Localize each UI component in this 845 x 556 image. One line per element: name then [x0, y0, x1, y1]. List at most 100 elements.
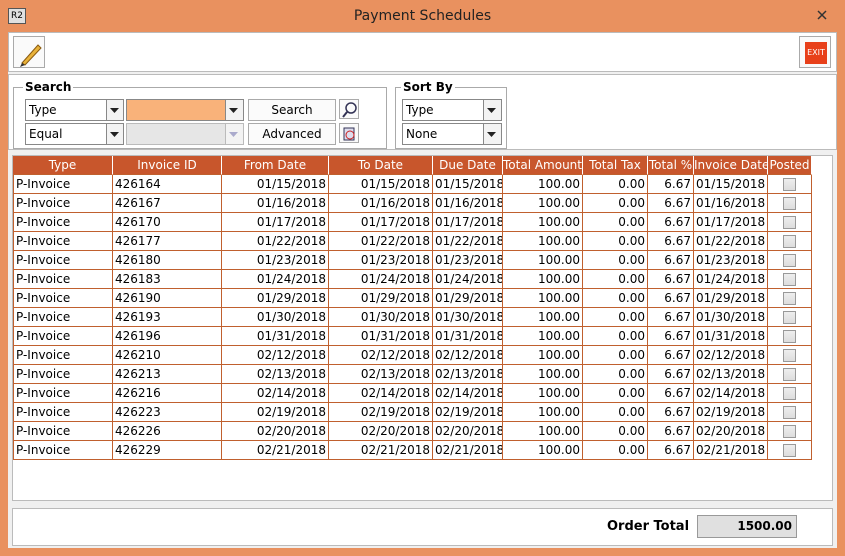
table-cell: P-Invoice	[13, 213, 113, 232]
table-cell: 01/29/2018	[329, 289, 433, 308]
close-button[interactable]	[812, 6, 832, 24]
table-cell: 426223	[113, 403, 222, 422]
posted-cell	[768, 384, 812, 403]
table-cell: 6.67	[648, 213, 694, 232]
table-cell: 01/17/2018	[222, 213, 329, 232]
checkbox[interactable]	[783, 425, 796, 438]
table-cell: 01/22/2018	[329, 232, 433, 251]
table-cell: 0.00	[583, 175, 648, 194]
table-cell: 02/13/2018	[329, 365, 433, 384]
checkbox[interactable]	[783, 368, 796, 381]
table-cell: 02/14/2018	[433, 384, 503, 403]
table-cell: 426180	[113, 251, 222, 270]
checkbox[interactable]	[783, 197, 796, 210]
table-cell: 6.67	[648, 194, 694, 213]
column-header[interactable]: To Date	[329, 156, 433, 175]
table-cell: P-Invoice	[13, 422, 113, 441]
checkbox[interactable]	[783, 444, 796, 457]
advanced-icon[interactable]	[339, 123, 359, 143]
operator-combo[interactable]: Equal	[25, 123, 107, 145]
order-total-label: Order Total	[607, 519, 690, 534]
footer: Order Total 1500.00	[12, 508, 833, 546]
table-cell: 6.67	[648, 384, 694, 403]
table-cell: 0.00	[583, 422, 648, 441]
table-cell: 01/22/2018	[694, 232, 768, 251]
table-cell: 0.00	[583, 289, 648, 308]
table-cell: 02/12/2018	[694, 346, 768, 365]
checkbox[interactable]	[783, 311, 796, 324]
table-cell: 426213	[113, 365, 222, 384]
table-cell: 0.00	[583, 327, 648, 346]
search-label: Search	[23, 80, 74, 94]
table-cell: P-Invoice	[13, 365, 113, 384]
search-value[interactable]	[126, 99, 226, 121]
combo-arrow[interactable]	[483, 99, 502, 121]
table-cell: 6.67	[648, 308, 694, 327]
table-cell: 100.00	[503, 346, 583, 365]
column-header[interactable]: From Date	[222, 156, 329, 175]
table-cell: 01/30/2018	[222, 308, 329, 327]
table-cell: 01/31/2018	[694, 327, 768, 346]
table-cell: 02/12/2018	[222, 346, 329, 365]
posted-cell	[768, 327, 812, 346]
combo-arrow[interactable]	[225, 99, 244, 121]
checkbox[interactable]	[783, 349, 796, 362]
column-header[interactable]: Total %	[648, 156, 694, 175]
combo-arrow[interactable]	[106, 99, 124, 121]
table-cell: 01/16/2018	[329, 194, 433, 213]
search-button[interactable]: Search	[248, 99, 336, 121]
table-cell: 0.00	[583, 441, 648, 460]
sort-order[interactable]: None	[402, 123, 484, 145]
column-header[interactable]: Type	[13, 156, 113, 175]
table-cell: 6.67	[648, 289, 694, 308]
table-cell: P-Invoice	[13, 403, 113, 422]
column-header[interactable]: Posted	[768, 156, 812, 175]
table-cell: 0.00	[583, 346, 648, 365]
checkbox[interactable]	[783, 330, 796, 343]
table-cell: 426164	[113, 175, 222, 194]
search-value2	[126, 123, 226, 145]
posted-cell	[768, 346, 812, 365]
advanced-button[interactable]: Advanced	[248, 123, 336, 145]
column-header[interactable]: Due Date	[433, 156, 503, 175]
sort-field[interactable]: Type	[402, 99, 484, 121]
table-cell: 0.00	[583, 365, 648, 384]
checkbox[interactable]	[783, 406, 796, 419]
checkbox[interactable]	[783, 387, 796, 400]
combo-arrow[interactable]	[483, 123, 502, 145]
posted-cell	[768, 422, 812, 441]
checkbox[interactable]	[783, 254, 796, 267]
table-cell: 100.00	[503, 194, 583, 213]
posted-cell	[768, 251, 812, 270]
table-cell: 01/23/2018	[694, 251, 768, 270]
column-header[interactable]: Invoice ID	[113, 156, 222, 175]
column-header[interactable]: Total Amount	[503, 156, 583, 175]
checkbox[interactable]	[783, 235, 796, 248]
table-cell: 02/20/2018	[694, 422, 768, 441]
table-cell: 6.67	[648, 422, 694, 441]
table-cell: 02/21/2018	[222, 441, 329, 460]
exit-label: EXIT	[805, 42, 827, 64]
table-cell: 02/20/2018	[433, 422, 503, 441]
checkbox[interactable]	[783, 292, 796, 305]
combo-arrow[interactable]	[106, 123, 124, 145]
table-cell: P-Invoice	[13, 270, 113, 289]
search-icon[interactable]	[339, 99, 359, 119]
search-group	[13, 87, 387, 149]
column-header[interactable]: Invoice Date	[694, 156, 768, 175]
table-cell: 6.67	[648, 175, 694, 194]
checkbox[interactable]	[783, 216, 796, 229]
checkbox[interactable]	[783, 273, 796, 286]
table-cell: 100.00	[503, 232, 583, 251]
table-cell: 01/23/2018	[222, 251, 329, 270]
exit-button[interactable]: EXIT	[799, 36, 831, 68]
edit-button[interactable]	[13, 36, 45, 68]
table-cell: 426229	[113, 441, 222, 460]
table-cell: 100.00	[503, 422, 583, 441]
table-cell: 100.00	[503, 289, 583, 308]
table-cell: 01/16/2018	[433, 194, 503, 213]
field-combo[interactable]: Type	[25, 99, 107, 121]
checkbox[interactable]	[783, 178, 796, 191]
table-cell: 02/21/2018	[694, 441, 768, 460]
column-header[interactable]: Total Tax	[583, 156, 648, 175]
